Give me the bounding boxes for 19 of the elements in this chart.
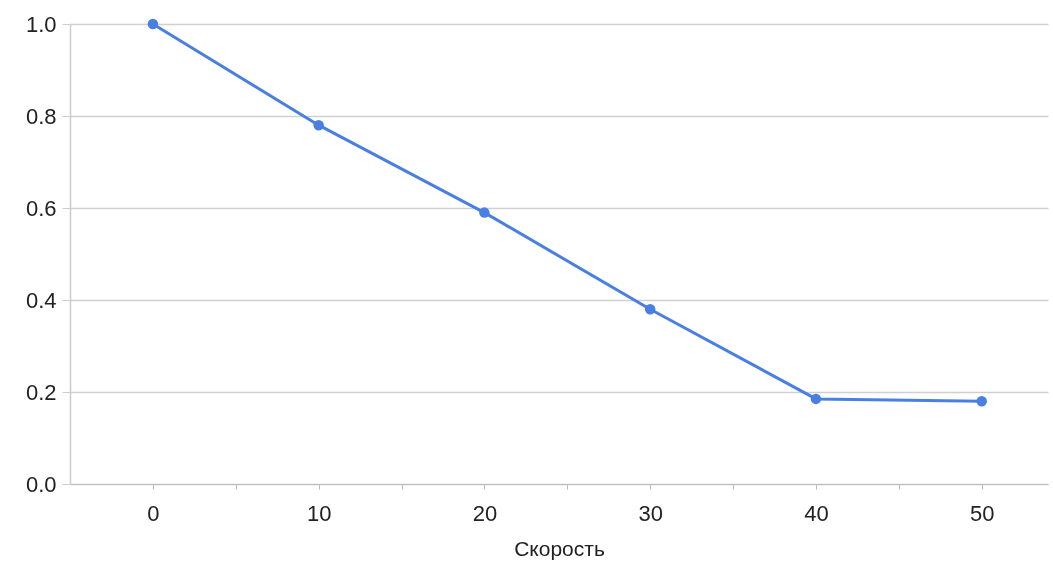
y-tick-label: 0.8 (25, 103, 57, 129)
x-tick-label: 0 (147, 500, 160, 526)
y-tick-label: 0.2 (25, 379, 57, 405)
y-tick-label: 0.6 (25, 195, 57, 221)
point (976, 395, 987, 407)
point (644, 303, 656, 315)
point (810, 393, 822, 405)
x-tick-label: 10 (306, 500, 332, 526)
y-tick-label: 1.0 (25, 11, 57, 37)
x-tick-label: 30 (638, 500, 663, 526)
point (147, 18, 159, 30)
x-tick-label: 50 (969, 500, 995, 526)
x-tick-label: 20 (472, 500, 498, 526)
x-axis-title: Скорость (514, 536, 605, 560)
y-tick-label: 0.0 (25, 471, 57, 497)
point (479, 207, 490, 218)
point (313, 119, 324, 131)
y-tick-label: 0.4 (25, 287, 57, 313)
x-tick-label: 40 (804, 500, 829, 526)
